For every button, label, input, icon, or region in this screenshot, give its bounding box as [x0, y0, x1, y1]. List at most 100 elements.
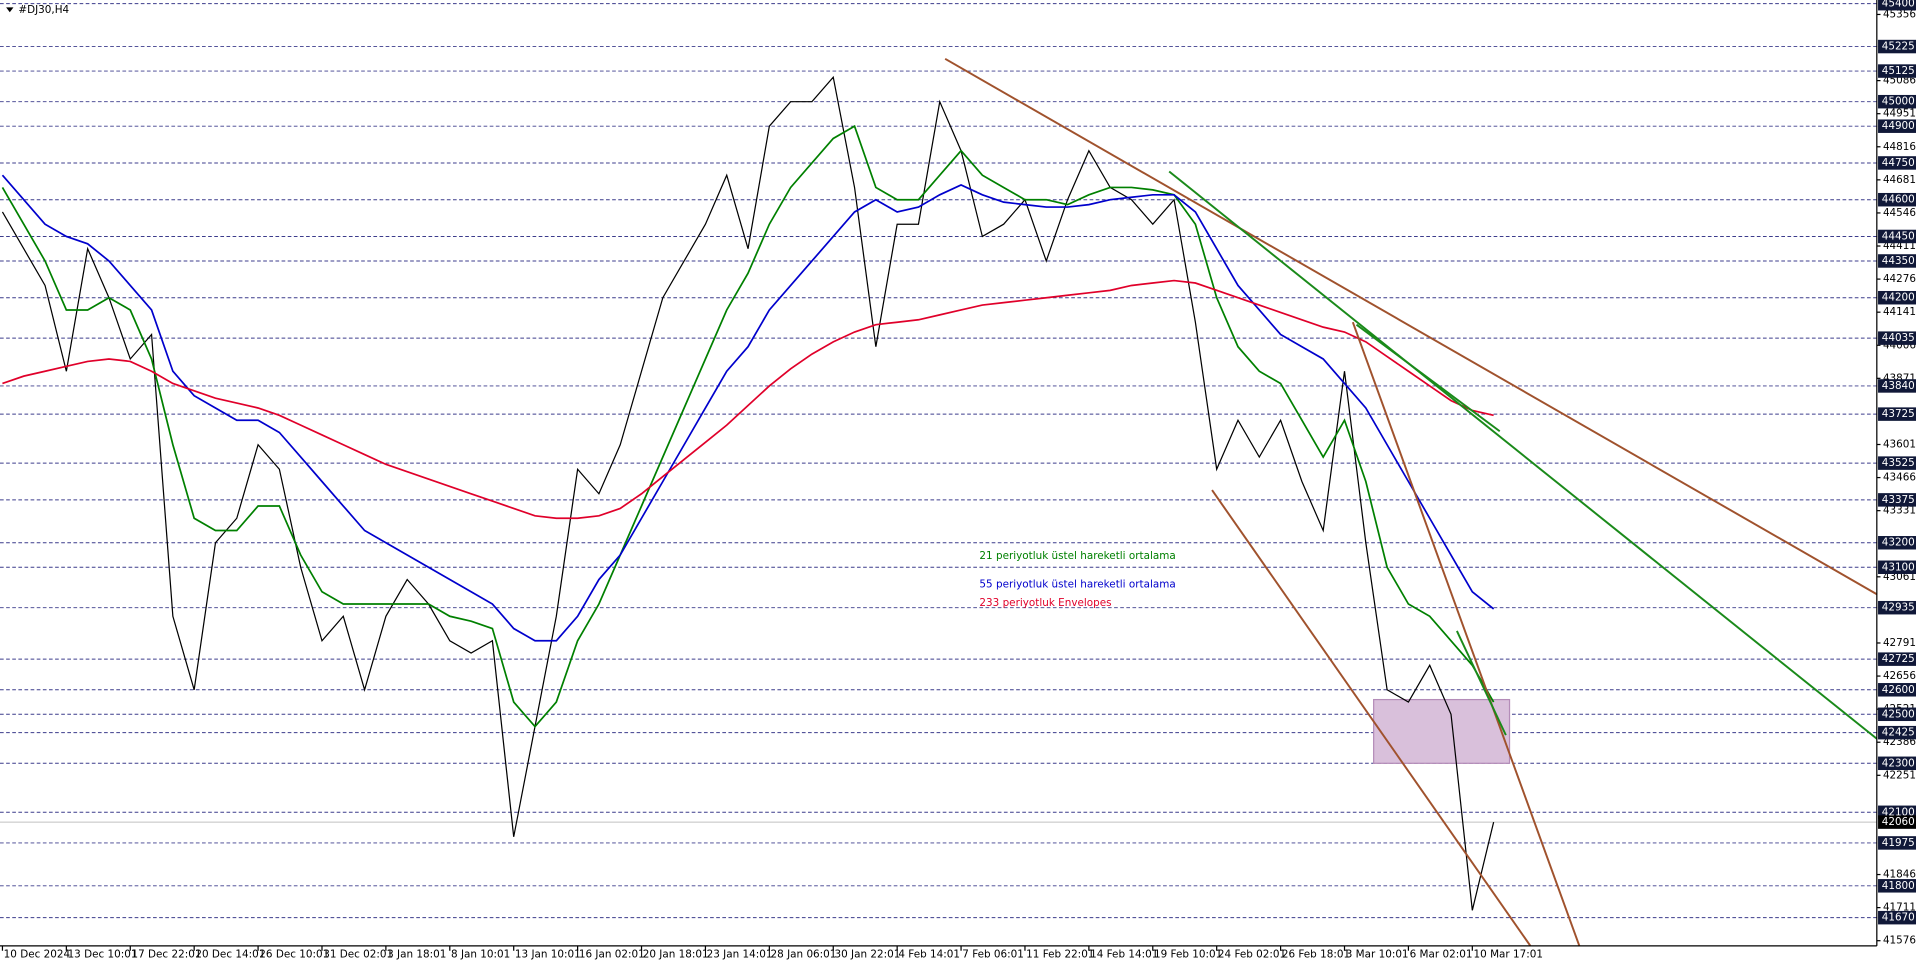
y-tick-label: 42251 — [1883, 769, 1916, 781]
zone-box — [1373, 698, 1511, 764]
level-label: 42500 — [1882, 708, 1915, 720]
level-label-bg — [1878, 229, 1916, 244]
x-tick-label: 7 Feb 06:01 — [962, 948, 1024, 960]
x-tick-label: 14 Feb 14:01 — [1090, 948, 1158, 960]
y-tick-label: 44141 — [1883, 306, 1916, 318]
level-label: 42100 — [1882, 806, 1915, 818]
level-label-bg — [1878, 156, 1916, 170]
series-line — [1, 124, 1495, 728]
series-line — [2, 279, 1494, 520]
level-label: 41800 — [1882, 880, 1915, 892]
level-label-bg — [1878, 119, 1916, 133]
y-tick-label: 45356 — [1883, 8, 1916, 20]
current-price-label: 42060 — [1882, 816, 1915, 828]
level-label: 42300 — [1882, 757, 1915, 769]
x-tick-label: 4 Feb 14:01 — [898, 948, 960, 960]
series-layer — [1, 75, 1495, 911]
legend-label: 233 periyotluk Envelopes — [979, 597, 1111, 609]
trend-line — [944, 57, 1878, 596]
y-tick-label: 44546 — [1883, 207, 1916, 219]
level-label: 43840 — [1882, 380, 1915, 392]
x-tick-label: 3 Mar 10:01 — [1346, 948, 1409, 960]
level-label: 43525 — [1882, 457, 1915, 469]
x-tick-label: 20 Jan 18:01 — [643, 948, 709, 960]
level-label-bg — [1878, 64, 1916, 78]
level-label-bg — [1878, 456, 1916, 470]
level-label-bg — [1878, 836, 1916, 850]
level-label: 45000 — [1882, 96, 1915, 108]
level-label-bg — [1878, 879, 1916, 893]
level-label: 42600 — [1882, 684, 1915, 696]
legend-label: 55 periyotluk üstel hareketli ortalama — [979, 578, 1175, 590]
level-label-bg — [1878, 39, 1916, 54]
level-label-bg — [1878, 536, 1916, 550]
y-tick-label: 41711 — [1883, 902, 1916, 914]
current-price-bg — [1878, 815, 1916, 829]
x-tick-label: 23 Jan 14:01 — [707, 948, 773, 960]
level-label: 43100 — [1882, 561, 1915, 573]
y-tick-label: 44816 — [1883, 141, 1916, 153]
level-label-bg — [1878, 725, 1916, 740]
level-label: 42425 — [1882, 727, 1915, 739]
y-tick-label: 43331 — [1883, 505, 1916, 517]
menu-arrow — [6, 7, 14, 13]
y-tick-label: 41846 — [1883, 869, 1916, 881]
level-label-bg — [1878, 683, 1916, 697]
trend-line — [1456, 630, 1507, 736]
x-tick-label: 31 Dec 02:01 — [323, 948, 393, 960]
trend-line — [1351, 321, 1581, 947]
y-tick-label: 44276 — [1883, 273, 1916, 285]
level-label-bg — [1878, 560, 1916, 575]
level-label: 45125 — [1882, 65, 1915, 77]
x-tick-label: 16 Jan 02:01 — [579, 948, 645, 960]
level-label-bg — [1878, 94, 1916, 109]
x-tick-label: 20 Dec 14:01 — [195, 948, 265, 960]
level-label-bg — [1878, 493, 1916, 507]
y-tick-label: 41576 — [1883, 935, 1916, 947]
x-tick-label: 24 Feb 02:01 — [1218, 948, 1286, 960]
level-label: 44035 — [1882, 332, 1915, 344]
level-label: 41670 — [1882, 912, 1915, 924]
level-label: 45225 — [1882, 41, 1915, 53]
x-tick-label: 28 Jan 06:01 — [771, 948, 837, 960]
level-label: 42935 — [1882, 602, 1915, 614]
chart-title: #DJ30,H4 — [18, 4, 69, 16]
grid-layer — [0, 3, 1877, 919]
trend-line — [1211, 489, 1532, 947]
level-label-bg — [1878, 910, 1916, 925]
legend-label: 21 periyotluk üstel hareketli ortalama — [979, 550, 1175, 562]
x-tick-label: 10 Dec 2024 — [4, 948, 71, 960]
level-label: 43200 — [1882, 537, 1915, 549]
trend-line — [1168, 170, 1878, 740]
level-label: 44200 — [1882, 292, 1915, 304]
y-tick-label: 43466 — [1883, 472, 1916, 484]
level-label: 44900 — [1882, 120, 1915, 132]
level-label: 44350 — [1882, 255, 1915, 267]
level-label-bg — [1878, 331, 1916, 345]
level-label: 42725 — [1882, 653, 1915, 665]
level-label: 43375 — [1882, 494, 1915, 506]
level-label: 41975 — [1882, 837, 1915, 849]
level-label-bg — [1878, 290, 1916, 305]
series-line — [1, 75, 1495, 911]
x-tick-label: 26 Feb 18:01 — [1282, 948, 1350, 960]
level-label-bg — [1878, 192, 1916, 207]
level-label: 44450 — [1882, 230, 1915, 242]
x-tick-label: 6 Mar 02:01 — [1410, 948, 1473, 960]
level-label-bg — [1878, 254, 1916, 268]
trend-lines — [944, 57, 1878, 947]
level-label-bg — [1878, 707, 1916, 722]
series-line — [1, 174, 1495, 642]
x-tick-label: 8 Jan 10:01 — [451, 948, 510, 960]
level-label-bg — [1878, 407, 1916, 421]
y-tick-label: 42791 — [1883, 637, 1916, 649]
level-label: 44600 — [1882, 194, 1915, 206]
x-tick-label: 26 Dec 10:01 — [259, 948, 329, 960]
level-label-bg — [1878, 652, 1916, 666]
y-tick-label: 44951 — [1883, 108, 1916, 120]
y-tick-label: 44681 — [1883, 174, 1916, 186]
